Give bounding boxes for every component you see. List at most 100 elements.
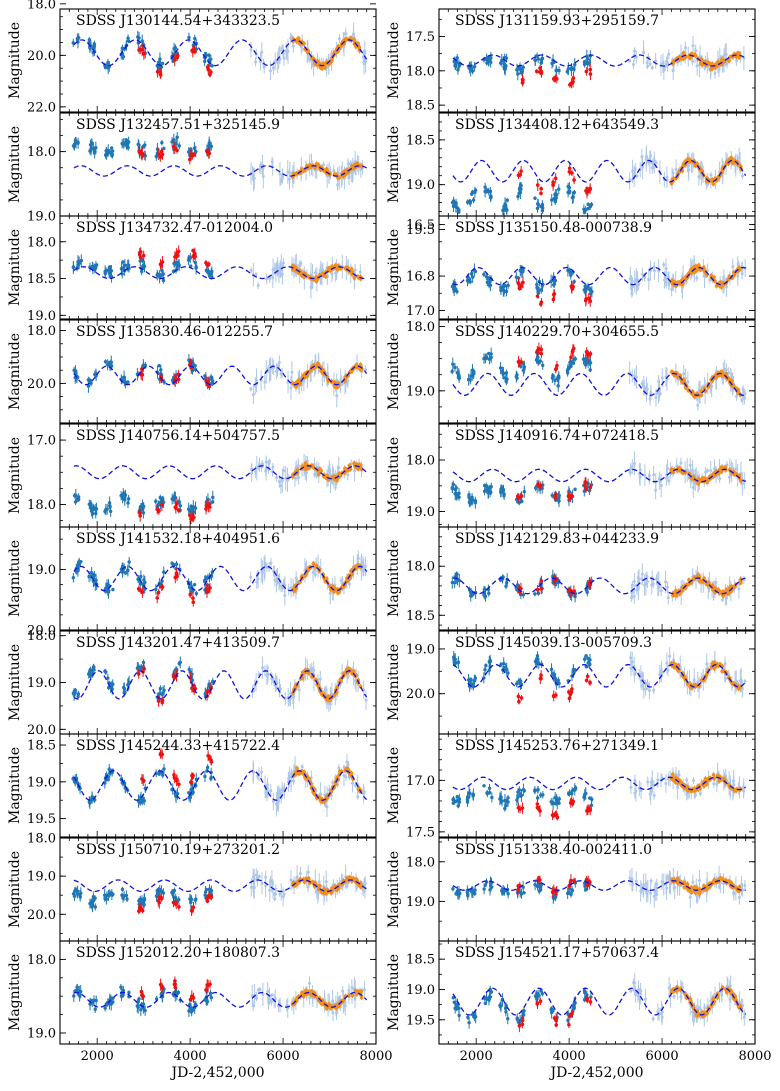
orange-point xyxy=(326,266,331,271)
data-layer xyxy=(450,342,747,411)
optical-point xyxy=(550,376,555,380)
survey-point xyxy=(255,378,259,382)
red-point xyxy=(140,151,145,156)
survey-point xyxy=(640,155,644,159)
survey-point xyxy=(691,44,695,48)
red-point xyxy=(568,83,572,87)
survey-point xyxy=(284,49,288,53)
optical-point xyxy=(536,202,540,206)
orange-point xyxy=(694,264,698,268)
orange-point xyxy=(727,59,731,63)
optical-point xyxy=(536,289,541,293)
optical-point xyxy=(569,66,574,70)
orange-point xyxy=(700,62,705,67)
optical-point xyxy=(468,201,472,205)
optical-point xyxy=(72,142,77,147)
orange-point xyxy=(313,166,317,170)
red-point xyxy=(192,46,196,51)
orange-point xyxy=(680,56,684,60)
orange-point xyxy=(300,167,305,172)
optical-point xyxy=(573,357,577,361)
y-tick-label: 20.0 xyxy=(27,49,56,64)
optical-point xyxy=(586,207,590,211)
optical-point xyxy=(157,60,162,64)
orange-point xyxy=(737,52,742,56)
survey-point xyxy=(344,32,348,36)
optical-point xyxy=(143,363,148,368)
data-layer xyxy=(452,36,747,89)
optical-point xyxy=(583,356,588,361)
red-point xyxy=(159,263,163,267)
survey-point xyxy=(291,44,295,48)
optical-point xyxy=(557,376,561,380)
optical-point xyxy=(502,55,507,60)
optical-point xyxy=(466,277,471,281)
red-point xyxy=(206,67,211,72)
optical-point xyxy=(535,54,539,58)
optical-point xyxy=(539,58,543,62)
optical-point xyxy=(120,46,125,50)
survey-point xyxy=(709,173,713,177)
optical-point xyxy=(586,284,590,289)
panel-title: SDSS J135830.46-012255.7 xyxy=(76,324,273,340)
red-point xyxy=(521,280,525,285)
optical-point xyxy=(209,375,213,379)
orange-point xyxy=(325,375,330,380)
orange-point xyxy=(295,37,300,42)
optical-point xyxy=(573,63,577,67)
optical-point xyxy=(589,202,594,207)
survey-point xyxy=(634,55,638,59)
optical-point xyxy=(482,272,486,277)
optical-point xyxy=(89,141,94,145)
optical-point xyxy=(137,143,141,147)
survey-point xyxy=(346,473,350,477)
optical-point xyxy=(504,371,509,375)
optical-point xyxy=(110,152,115,157)
model-curve xyxy=(73,365,368,386)
optical-point xyxy=(521,65,525,70)
optical-point xyxy=(539,61,543,65)
orange-point xyxy=(358,367,363,372)
survey-point xyxy=(286,170,290,174)
survey-point xyxy=(279,180,283,184)
red-point xyxy=(158,155,163,159)
data-layer xyxy=(72,453,368,525)
orange-point xyxy=(713,375,718,379)
survey-point xyxy=(665,59,669,63)
optical-point xyxy=(157,363,161,368)
survey-point xyxy=(695,397,699,401)
red-point xyxy=(537,346,541,351)
optical-point xyxy=(588,368,592,372)
survey-point xyxy=(326,372,330,376)
orange-point xyxy=(730,161,735,165)
optical-point xyxy=(519,364,523,369)
survey-point xyxy=(684,46,688,50)
red-point xyxy=(516,173,521,178)
optical-point xyxy=(210,269,214,274)
optical-point xyxy=(92,42,97,46)
optical-point xyxy=(162,146,166,151)
optical-point xyxy=(473,188,478,192)
survey-point xyxy=(742,56,746,60)
survey-point xyxy=(641,165,645,169)
optical-point xyxy=(500,58,504,62)
red-point xyxy=(519,169,523,173)
orange-point xyxy=(322,168,327,173)
survey-point xyxy=(249,387,253,391)
optical-point xyxy=(103,359,108,364)
panel-title: SDSS J135150.48-000738.9 xyxy=(455,220,652,236)
red-point xyxy=(519,359,523,364)
red-point xyxy=(584,297,588,301)
optical-point xyxy=(471,371,475,375)
optical-point xyxy=(123,263,127,268)
optical-point xyxy=(88,46,92,50)
survey-point xyxy=(280,479,284,483)
optical-point xyxy=(177,263,181,267)
optical-point xyxy=(541,363,545,368)
survey-point xyxy=(660,376,664,380)
optical-point xyxy=(557,187,561,191)
survey-point xyxy=(631,62,635,66)
optical-point xyxy=(549,279,553,283)
red-point xyxy=(206,262,211,267)
optical-point xyxy=(485,57,489,61)
